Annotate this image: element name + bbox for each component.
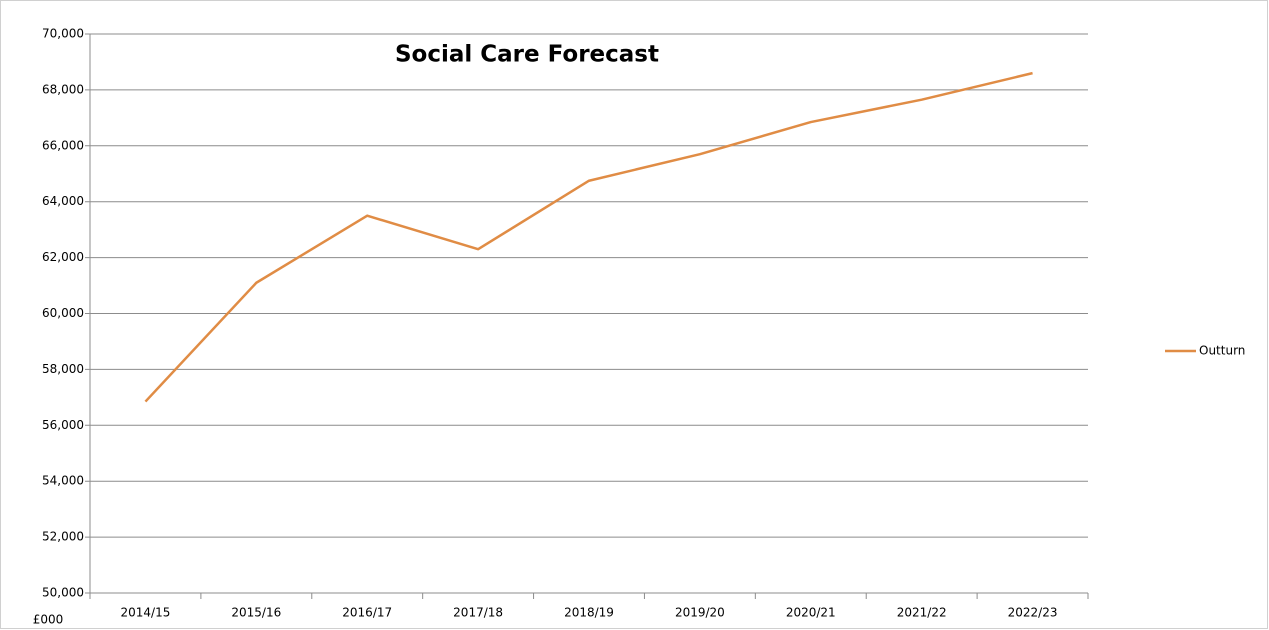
x-tick-label: 2020/21 [786, 606, 836, 620]
x-tick-label: 2016/17 [342, 606, 392, 620]
y-tick-label: 64,000 [42, 194, 84, 208]
x-tick-label: 2019/20 [675, 606, 725, 620]
y-tick-label: 68,000 [42, 82, 84, 96]
data-line [144, 71, 1033, 403]
y-tick-label: 50,000 [42, 586, 84, 600]
x-tick-label: 2014/15 [121, 606, 171, 620]
y-tick-label: 70,000 [42, 27, 84, 41]
y-axis-label: £000 [33, 613, 64, 627]
y-tick-label: 58,000 [42, 362, 84, 376]
chart-title: Social Care Forecast [395, 42, 659, 68]
y-tick-label: 54,000 [42, 474, 84, 488]
x-tick-label: 2015/16 [231, 606, 281, 620]
y-tick-label: 52,000 [42, 530, 84, 544]
y-tick-label: 66,000 [42, 138, 84, 152]
x-tick-label: 2017/18 [453, 606, 503, 620]
x-tick-label: 2022/23 [1008, 606, 1058, 620]
legend-label: Outturn [1199, 344, 1245, 358]
y-tick-label: 56,000 [42, 418, 84, 432]
x-tick-label: 2018/19 [564, 606, 614, 620]
x-tick-label: 2021/22 [897, 606, 947, 620]
y-tick-label: 62,000 [42, 250, 84, 264]
y-tick-label: 60,000 [42, 306, 84, 320]
